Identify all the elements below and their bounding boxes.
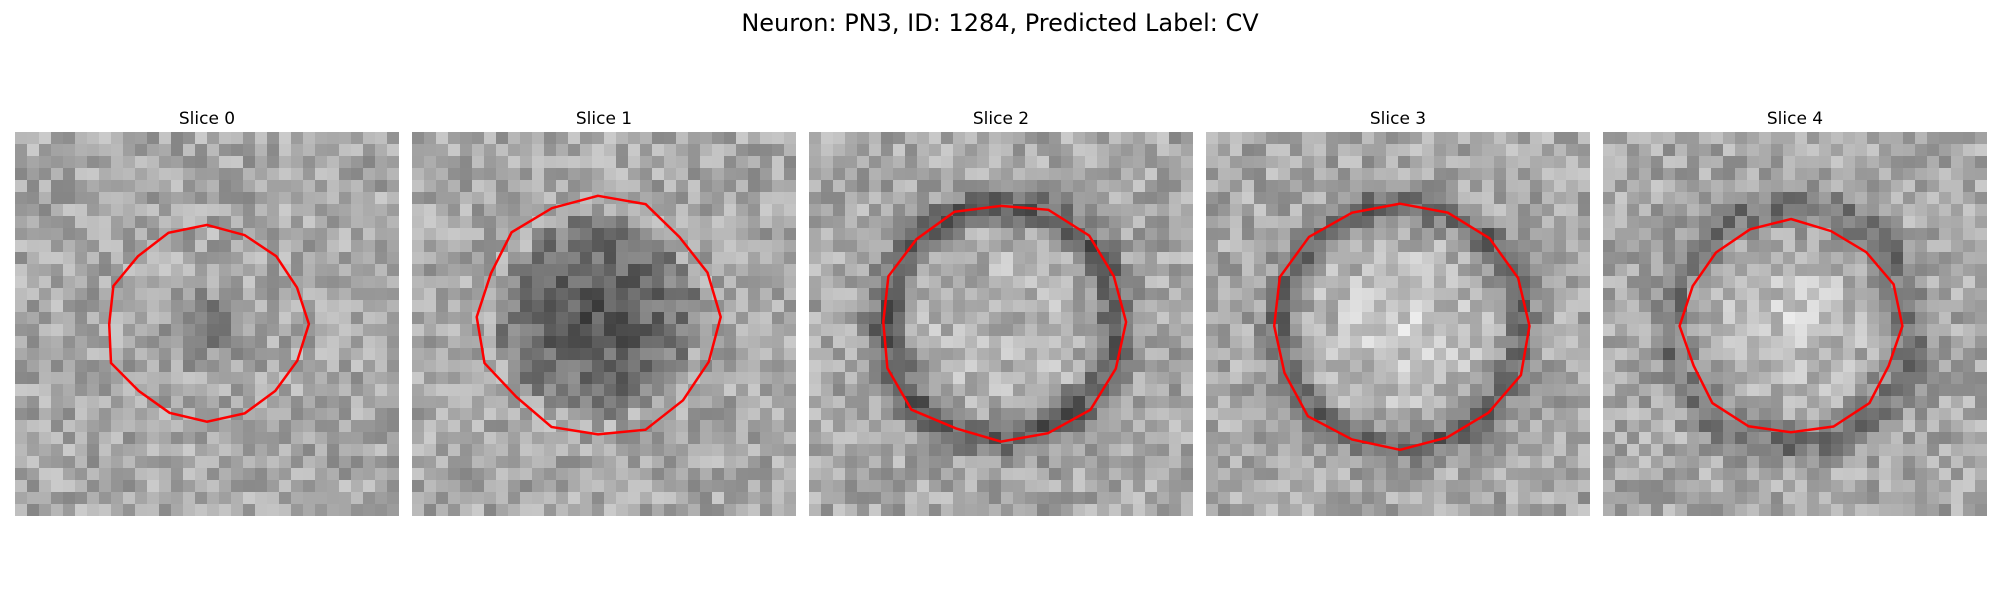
slice-image-3 bbox=[1206, 132, 1590, 516]
slice-image-1 bbox=[412, 132, 796, 516]
slice-title: Slice 1 bbox=[575, 109, 633, 129]
slice-title: Slice 4 bbox=[1766, 109, 1824, 129]
slice-title: Slice 2 bbox=[972, 109, 1030, 129]
segmentation-contour bbox=[1272, 202, 1531, 452]
slice-panel-4: Slice 4 bbox=[1603, 108, 1987, 516]
segmentation-contour bbox=[1678, 217, 1904, 434]
figure-title: Neuron: PN3, ID: 1284, Predicted Label: … bbox=[741, 9, 1259, 37]
slice-panel-1: Slice 1 bbox=[412, 108, 796, 516]
slice-image-0 bbox=[15, 132, 399, 516]
slice-panel-2: Slice 2 bbox=[809, 108, 1193, 516]
slice-panel-3: Slice 3 bbox=[1206, 108, 1590, 516]
slice-title: Slice 3 bbox=[1369, 109, 1427, 129]
segmentation-contour bbox=[475, 194, 722, 436]
slice-image-4 bbox=[1603, 132, 1987, 516]
slice-image-2 bbox=[809, 132, 1193, 516]
slice-panel-0: Slice 0 bbox=[15, 108, 399, 516]
segmentation-contour bbox=[107, 223, 311, 423]
segmentation-contour bbox=[882, 204, 1128, 443]
slice-title: Slice 0 bbox=[178, 109, 236, 129]
